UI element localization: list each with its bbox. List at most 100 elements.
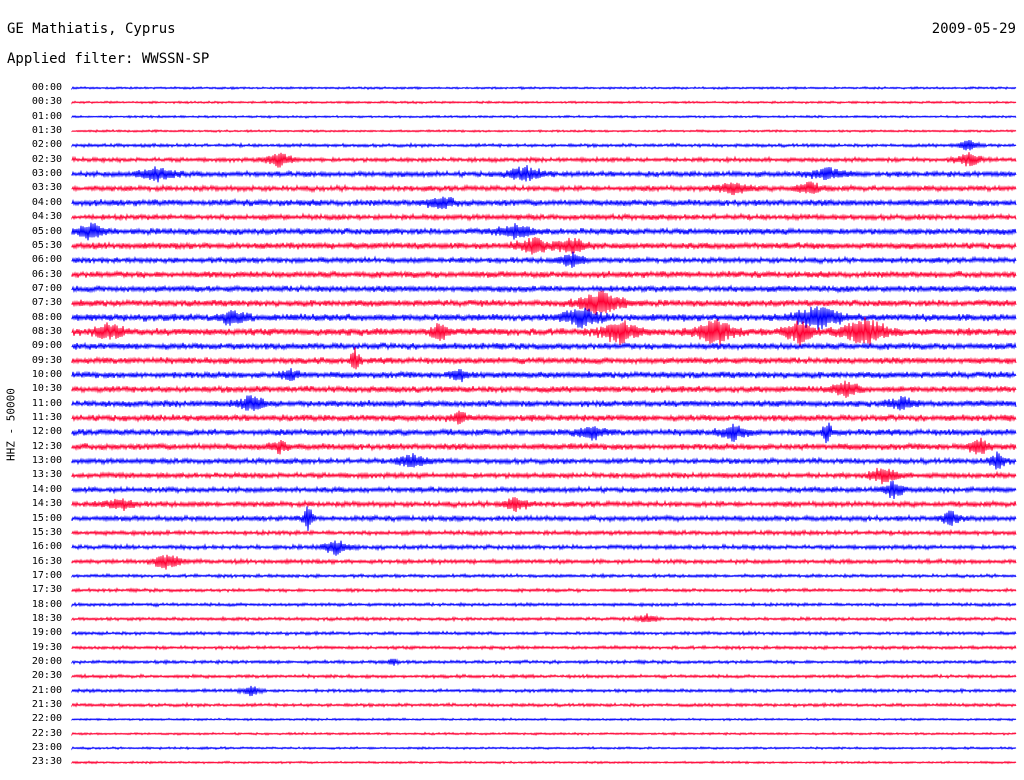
trace-0900	[71, 341, 1017, 352]
trace-0000	[71, 85, 1017, 91]
trace-2300	[71, 745, 1017, 751]
row-label: 20:30	[31, 670, 62, 682]
trace-0500	[71, 222, 1017, 241]
row-label: 04:00	[31, 196, 62, 208]
row-label: 00:00	[31, 82, 62, 93]
trace-2030	[71, 673, 1017, 680]
row-label: 07:00	[31, 282, 62, 294]
row-label: 13:00	[31, 455, 62, 467]
row-label: 01:00	[31, 110, 62, 122]
record-date: 2009-05-29	[931, 21, 1016, 37]
trace-2130	[71, 701, 1017, 709]
row-label: 09:00	[31, 340, 62, 352]
row-label: 09:30	[31, 354, 62, 366]
row-label: 14:30	[31, 498, 62, 510]
filter-label: Applied filter: WWSSN-SP	[7, 51, 210, 67]
trace-1900	[71, 630, 1017, 637]
trace-1200	[71, 422, 1017, 444]
row-label: 03:30	[31, 182, 62, 194]
row-label: 16:30	[31, 555, 62, 567]
row-label: 13:30	[31, 469, 62, 481]
trace-0830	[71, 317, 1017, 347]
trace-1100	[71, 395, 1017, 411]
row-label: 05:00	[31, 225, 62, 237]
trace-1000	[71, 368, 1017, 383]
row-label: 17:30	[31, 584, 62, 596]
trace-0730	[71, 290, 1017, 316]
row-label: 22:00	[31, 713, 62, 725]
row-label: 02:00	[31, 139, 62, 151]
trace-1130	[71, 410, 1017, 425]
trace-2330	[71, 760, 1017, 765]
trace-1730	[71, 587, 1017, 594]
row-label: 06:00	[31, 254, 62, 266]
trace-0200	[71, 140, 1017, 151]
trace-1330	[71, 467, 1017, 485]
trace-0230	[71, 152, 1017, 168]
row-label: 12:00	[31, 426, 62, 438]
trace-0330	[71, 181, 1017, 196]
row-label: 05:30	[31, 239, 62, 251]
trace-1400	[71, 480, 1017, 500]
trace-0030	[71, 100, 1017, 105]
trace-0630	[71, 269, 1017, 280]
station-title: GE Mathiatis, Cyprus	[7, 21, 176, 37]
row-label: 08:30	[31, 325, 62, 337]
trace-1430	[71, 497, 1017, 513]
trace-1030	[71, 380, 1017, 398]
row-label: 23:30	[31, 756, 62, 768]
row-label: 21:00	[31, 684, 62, 696]
row-label: 04:30	[31, 211, 62, 223]
trace-1600	[71, 540, 1017, 556]
trace-1930	[71, 644, 1017, 651]
trace-0700	[71, 284, 1017, 294]
row-label: 14:00	[31, 483, 62, 495]
trace-1630	[71, 554, 1017, 570]
trace-0430	[71, 212, 1017, 222]
trace-0130	[71, 128, 1017, 134]
trace-0600	[71, 251, 1017, 268]
row-label: 21:30	[31, 699, 62, 711]
trace-1830	[71, 613, 1017, 623]
row-label: 15:00	[31, 512, 62, 524]
row-label: 12:30	[31, 440, 62, 452]
row-label: 20:00	[31, 656, 62, 667]
row-label: 11:30	[31, 412, 62, 424]
trace-1230	[71, 437, 1017, 455]
row-label: 10:30	[31, 383, 62, 395]
trace-1700	[71, 572, 1017, 580]
row-label: 11:00	[31, 397, 62, 409]
trace-0930	[71, 347, 1017, 370]
trace-2230	[71, 731, 1017, 737]
trace-2100	[71, 685, 1017, 697]
row-label: 07:30	[31, 297, 62, 309]
row-label: 19:30	[31, 641, 62, 653]
row-label: 08:00	[31, 311, 62, 323]
row-label: 17:00	[31, 569, 62, 581]
row-label: 22:30	[31, 727, 62, 739]
trace-0530	[71, 236, 1017, 255]
row-label: 00:30	[31, 96, 62, 108]
trace-1530	[71, 528, 1017, 538]
trace-2000	[71, 658, 1017, 666]
row-label: 18:30	[31, 612, 62, 624]
row-label: 01:30	[31, 125, 62, 137]
row-label: 02:30	[31, 153, 62, 165]
trace-0400	[71, 196, 1017, 210]
trace-0300	[71, 165, 1017, 183]
row-label: 06:30	[31, 268, 62, 280]
trace-1500	[71, 506, 1017, 531]
row-label: 15:30	[31, 526, 62, 538]
trace-1800	[71, 601, 1017, 608]
row-label: 18:00	[31, 598, 62, 610]
trace-1300	[71, 451, 1017, 470]
row-label: 19:00	[31, 627, 62, 639]
trace-0100	[71, 114, 1017, 119]
row-label: 23:00	[31, 742, 62, 754]
trace-2200	[71, 717, 1017, 722]
row-label: 10:00	[31, 369, 62, 380]
row-label: 03:00	[31, 168, 62, 180]
row-label: 16:00	[31, 541, 62, 553]
trace-0800	[71, 306, 1017, 330]
